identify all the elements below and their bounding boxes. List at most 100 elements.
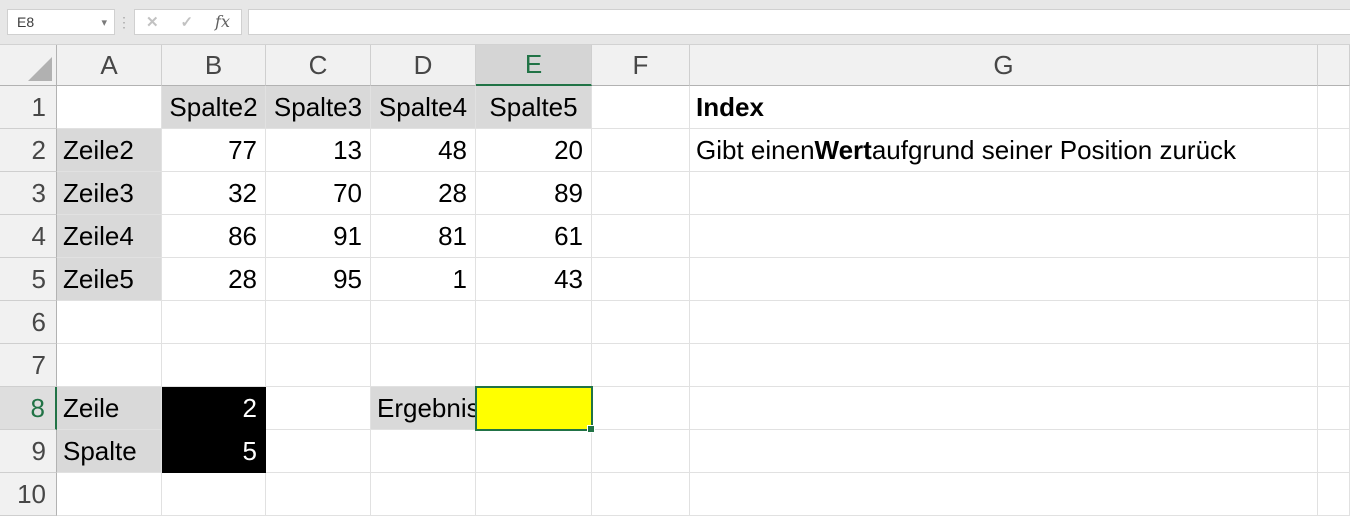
cell-D1[interactable]: Spalte4 xyxy=(371,86,476,129)
cell-B2[interactable]: 77 xyxy=(162,129,266,172)
formula-input[interactable] xyxy=(248,9,1350,35)
cell-B4[interactable]: 86 xyxy=(162,215,266,258)
row-header-6[interactable]: 6 xyxy=(0,301,57,344)
cell-G2[interactable]: Gibt einen Wert aufgrund seiner Position… xyxy=(690,129,1318,172)
cell-G4[interactable] xyxy=(690,215,1318,258)
cell-D7[interactable] xyxy=(371,344,476,387)
cell-F10[interactable] xyxy=(592,473,690,516)
row-header-1[interactable]: 1 xyxy=(0,86,57,129)
cell-D4[interactable]: 81 xyxy=(371,215,476,258)
column-header-E[interactable]: E xyxy=(476,45,592,86)
cell-C10[interactable] xyxy=(266,473,371,516)
cell-overflow-2[interactable] xyxy=(1318,129,1350,172)
cell-E4[interactable]: 61 xyxy=(476,215,592,258)
cell-D5[interactable]: 1 xyxy=(371,258,476,301)
cell-overflow-5[interactable] xyxy=(1318,258,1350,301)
cell-C3[interactable]: 70 xyxy=(266,172,371,215)
cell-D2[interactable]: 48 xyxy=(371,129,476,172)
cell-D10[interactable] xyxy=(371,473,476,516)
column-header-D[interactable]: D xyxy=(371,45,476,86)
cell-G5[interactable] xyxy=(690,258,1318,301)
cell-overflow-8[interactable] xyxy=(1318,387,1350,430)
cell-G9[interactable] xyxy=(690,430,1318,473)
row-header-2[interactable]: 2 xyxy=(0,129,57,172)
cell-C6[interactable] xyxy=(266,301,371,344)
cell-D3[interactable]: 28 xyxy=(371,172,476,215)
name-box-dropdown-icon[interactable]: ▾ xyxy=(101,16,107,29)
cell-overflow-4[interactable] xyxy=(1318,215,1350,258)
cell-E2[interactable]: 20 xyxy=(476,129,592,172)
cell-F8[interactable] xyxy=(592,387,690,430)
name-box[interactable]: E8 ▾ xyxy=(7,9,115,35)
row-header-3[interactable]: 3 xyxy=(0,172,57,215)
column-header-F[interactable]: F xyxy=(592,45,690,86)
cell-E10[interactable] xyxy=(476,473,592,516)
cell-B5[interactable]: 28 xyxy=(162,258,266,301)
row-header-10[interactable]: 10 xyxy=(0,473,57,516)
column-header-C[interactable]: C xyxy=(266,45,371,86)
cell-G8[interactable] xyxy=(690,387,1318,430)
cell-E5[interactable]: 43 xyxy=(476,258,592,301)
cell-E7[interactable] xyxy=(476,344,592,387)
cancel-icon[interactable]: ✕ xyxy=(145,13,159,31)
cell-A10[interactable] xyxy=(57,473,162,516)
cell-G6[interactable] xyxy=(690,301,1318,344)
column-header-B[interactable]: B xyxy=(162,45,266,86)
cell-F6[interactable] xyxy=(592,301,690,344)
cell-overflow-1[interactable] xyxy=(1318,86,1350,129)
cell-E1[interactable]: Spalte5 xyxy=(476,86,592,129)
cell-E6[interactable] xyxy=(476,301,592,344)
cell-overflow-6[interactable] xyxy=(1318,301,1350,344)
cell-A2[interactable]: Zeile2 xyxy=(57,129,162,172)
cell-A1[interactable] xyxy=(57,86,162,129)
cell-C5[interactable]: 95 xyxy=(266,258,371,301)
select-all-button[interactable] xyxy=(0,45,57,86)
cell-B6[interactable] xyxy=(162,301,266,344)
cell-F1[interactable] xyxy=(592,86,690,129)
cell-F4[interactable] xyxy=(592,215,690,258)
cell-A6[interactable] xyxy=(57,301,162,344)
cell-C1[interactable]: Spalte3 xyxy=(266,86,371,129)
cell-A5[interactable]: Zeile5 xyxy=(57,258,162,301)
cell-B10[interactable] xyxy=(162,473,266,516)
cell-F7[interactable] xyxy=(592,344,690,387)
cell-B8[interactable]: 2 xyxy=(162,387,266,430)
enter-icon[interactable]: ✓ xyxy=(180,13,194,31)
row-header-9[interactable]: 9 xyxy=(0,430,57,473)
cell-G3[interactable] xyxy=(690,172,1318,215)
cell-B9[interactable]: 5 xyxy=(162,430,266,473)
cell-F3[interactable] xyxy=(592,172,690,215)
cell-overflow-7[interactable] xyxy=(1318,344,1350,387)
cell-G1[interactable]: Index xyxy=(690,86,1318,129)
cell-F9[interactable] xyxy=(592,430,690,473)
cell-G7[interactable] xyxy=(690,344,1318,387)
cell-A3[interactable]: Zeile3 xyxy=(57,172,162,215)
cell-E8[interactable] xyxy=(475,386,595,433)
cell-overflow-9[interactable] xyxy=(1318,430,1350,473)
cell-C9[interactable] xyxy=(266,430,371,473)
cell-C7[interactable] xyxy=(266,344,371,387)
cell-F2[interactable] xyxy=(592,129,690,172)
cell-C2[interactable]: 13 xyxy=(266,129,371,172)
row-header-5[interactable]: 5 xyxy=(0,258,57,301)
row-header-8[interactable]: 8 xyxy=(0,387,57,430)
fill-handle[interactable] xyxy=(587,425,595,433)
column-header-partial[interactable] xyxy=(1318,45,1350,86)
cell-B7[interactable] xyxy=(162,344,266,387)
cell-overflow-10[interactable] xyxy=(1318,473,1350,516)
cell-E9[interactable] xyxy=(476,430,592,473)
cell-C4[interactable]: 91 xyxy=(266,215,371,258)
cell-A7[interactable] xyxy=(57,344,162,387)
cell-D8[interactable]: Ergebnis xyxy=(371,387,480,430)
insert-function-icon[interactable]: fx xyxy=(215,12,230,31)
cell-D9[interactable] xyxy=(371,430,476,473)
cell-A8[interactable]: Zeile xyxy=(57,387,162,430)
cell-G10[interactable] xyxy=(690,473,1318,516)
cell-F5[interactable] xyxy=(592,258,690,301)
cell-E3[interactable]: 89 xyxy=(476,172,592,215)
cell-B3[interactable]: 32 xyxy=(162,172,266,215)
cell-A9[interactable]: Spalte xyxy=(57,430,162,473)
row-header-7[interactable]: 7 xyxy=(0,344,57,387)
column-header-G[interactable]: G xyxy=(690,45,1318,86)
cell-overflow-3[interactable] xyxy=(1318,172,1350,215)
